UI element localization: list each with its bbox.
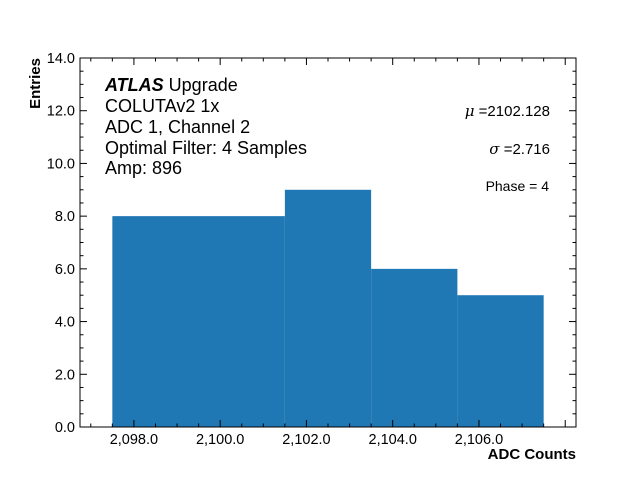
x-tick-label: 2,098.0 xyxy=(110,432,158,448)
y-tick-labels: 0.0 2.0 4.0 6.0 8.0 10.0 12.0 14.0 xyxy=(47,51,75,436)
histogram-bar xyxy=(371,268,458,427)
histogram-bar xyxy=(284,189,372,427)
histogram-bar xyxy=(457,295,544,427)
histogram-bars xyxy=(112,189,544,427)
mean-value: =2102.128 xyxy=(475,103,551,120)
axis-ticks xyxy=(80,57,576,428)
y-tick-label: 8.0 xyxy=(55,209,75,225)
x-axis-title: ADC Counts xyxy=(488,446,576,463)
atlas-bold-text: ATLAS xyxy=(104,75,164,95)
info-line-channel: ADC 1, Channel 2 xyxy=(105,117,250,137)
atlas-upgrade-text: Upgrade xyxy=(164,75,238,95)
info-line-board: COLUTAv2 1x xyxy=(105,96,219,116)
mu-symbol: μ xyxy=(465,102,475,120)
phase-annotation: Phase = 4 xyxy=(486,178,550,194)
info-line-amp: Amp: 896 xyxy=(105,158,182,178)
y-tick-label: 6.0 xyxy=(55,262,75,278)
sigma-symbol: σ xyxy=(489,140,500,158)
y-tick-label: 14.0 xyxy=(47,51,75,67)
y-tick-label: 4.0 xyxy=(55,315,75,331)
x-tick-label: 2,106.0 xyxy=(455,432,503,448)
y-tick-label: 10.0 xyxy=(47,156,75,172)
atlas-label: ATLAS Upgrade xyxy=(104,75,238,95)
x-tick-label: 2,102.0 xyxy=(282,432,330,448)
info-line-filter: Optimal Filter: 4 Samples xyxy=(105,138,307,158)
x-tick-label: 2,104.0 xyxy=(369,432,417,448)
x-tick-label: 2,100.0 xyxy=(196,432,244,448)
y-axis-title: Entries xyxy=(27,58,44,109)
sigma-value: =2.716 xyxy=(500,141,550,158)
sigma-annotation: σ =2.716 xyxy=(489,140,550,158)
histogram-bar xyxy=(112,216,285,427)
y-tick-label: 12.0 xyxy=(47,104,75,120)
y-tick-label: 0.0 xyxy=(55,420,75,436)
mean-annotation: μ =2102.128 xyxy=(465,102,550,120)
y-tick-label: 2.0 xyxy=(55,367,75,383)
x-tick-labels: 2,098.0 2,100.0 2,102.0 2,104.0 2,106.0 xyxy=(110,432,503,448)
